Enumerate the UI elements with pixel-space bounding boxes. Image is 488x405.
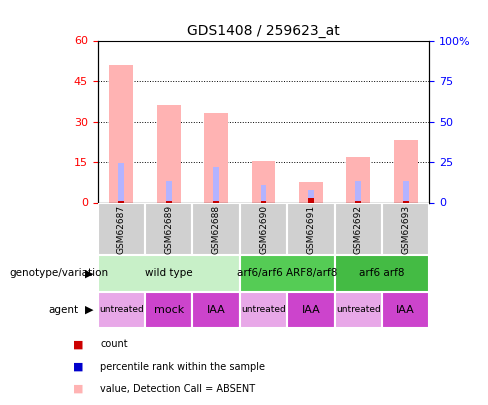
Bar — [382, 292, 429, 328]
Bar — [355, 201, 361, 202]
Bar — [308, 190, 314, 202]
Bar — [382, 202, 429, 255]
Text: genotype/variation: genotype/variation — [10, 269, 109, 278]
Bar — [308, 198, 314, 202]
Bar — [192, 292, 240, 328]
Text: ■: ■ — [73, 339, 84, 349]
Bar — [119, 201, 124, 202]
Bar — [98, 202, 145, 255]
Text: agent: agent — [49, 305, 79, 315]
Bar — [166, 201, 172, 202]
Text: IAA: IAA — [207, 305, 225, 315]
Bar — [355, 181, 361, 202]
Bar — [335, 292, 382, 328]
Text: ▶: ▶ — [85, 269, 94, 278]
Bar — [261, 201, 266, 202]
Bar — [252, 161, 275, 202]
Text: arf6/arf6 ARF8/arf8: arf6/arf6 ARF8/arf8 — [237, 269, 337, 278]
Bar — [98, 255, 240, 292]
Bar — [157, 105, 181, 202]
Text: GSM62690: GSM62690 — [259, 205, 268, 254]
Bar — [166, 181, 172, 202]
Text: mock: mock — [154, 305, 184, 315]
Text: percentile rank within the sample: percentile rank within the sample — [100, 362, 265, 371]
Bar — [192, 202, 240, 255]
Text: wild type: wild type — [145, 269, 193, 278]
Text: ▶: ▶ — [85, 305, 94, 315]
Text: IAA: IAA — [302, 305, 320, 315]
Text: IAA: IAA — [396, 305, 415, 315]
Text: arf6 arf8: arf6 arf8 — [359, 269, 405, 278]
Text: GSM62693: GSM62693 — [401, 205, 410, 254]
Bar — [335, 202, 382, 255]
Bar — [119, 163, 124, 202]
Bar — [240, 292, 287, 328]
Text: ■: ■ — [73, 362, 84, 371]
Text: ■: ■ — [73, 384, 84, 394]
Bar — [261, 185, 266, 202]
Bar — [240, 202, 287, 255]
Text: untreated: untreated — [241, 305, 286, 314]
Text: GSM62688: GSM62688 — [212, 205, 221, 254]
Bar — [394, 141, 418, 202]
Bar — [145, 292, 192, 328]
Bar — [335, 255, 429, 292]
Bar — [213, 167, 219, 202]
Bar — [287, 292, 335, 328]
Text: value, Detection Call = ABSENT: value, Detection Call = ABSENT — [100, 384, 255, 394]
Bar — [204, 113, 228, 202]
Bar — [299, 182, 323, 202]
Text: GSM62687: GSM62687 — [117, 205, 126, 254]
Text: GSM62689: GSM62689 — [164, 205, 173, 254]
Text: GSM62691: GSM62691 — [306, 205, 315, 254]
Text: GSM62692: GSM62692 — [354, 205, 363, 254]
Bar — [109, 65, 133, 202]
Text: untreated: untreated — [336, 305, 381, 314]
Title: GDS1408 / 259623_at: GDS1408 / 259623_at — [187, 24, 340, 38]
Bar — [240, 255, 335, 292]
Bar — [145, 202, 192, 255]
Bar — [346, 157, 370, 202]
Bar — [213, 201, 219, 202]
Bar — [287, 202, 335, 255]
Bar — [98, 292, 145, 328]
Bar — [403, 181, 408, 202]
Text: count: count — [100, 339, 128, 349]
Text: untreated: untreated — [99, 305, 143, 314]
Bar — [403, 201, 408, 202]
